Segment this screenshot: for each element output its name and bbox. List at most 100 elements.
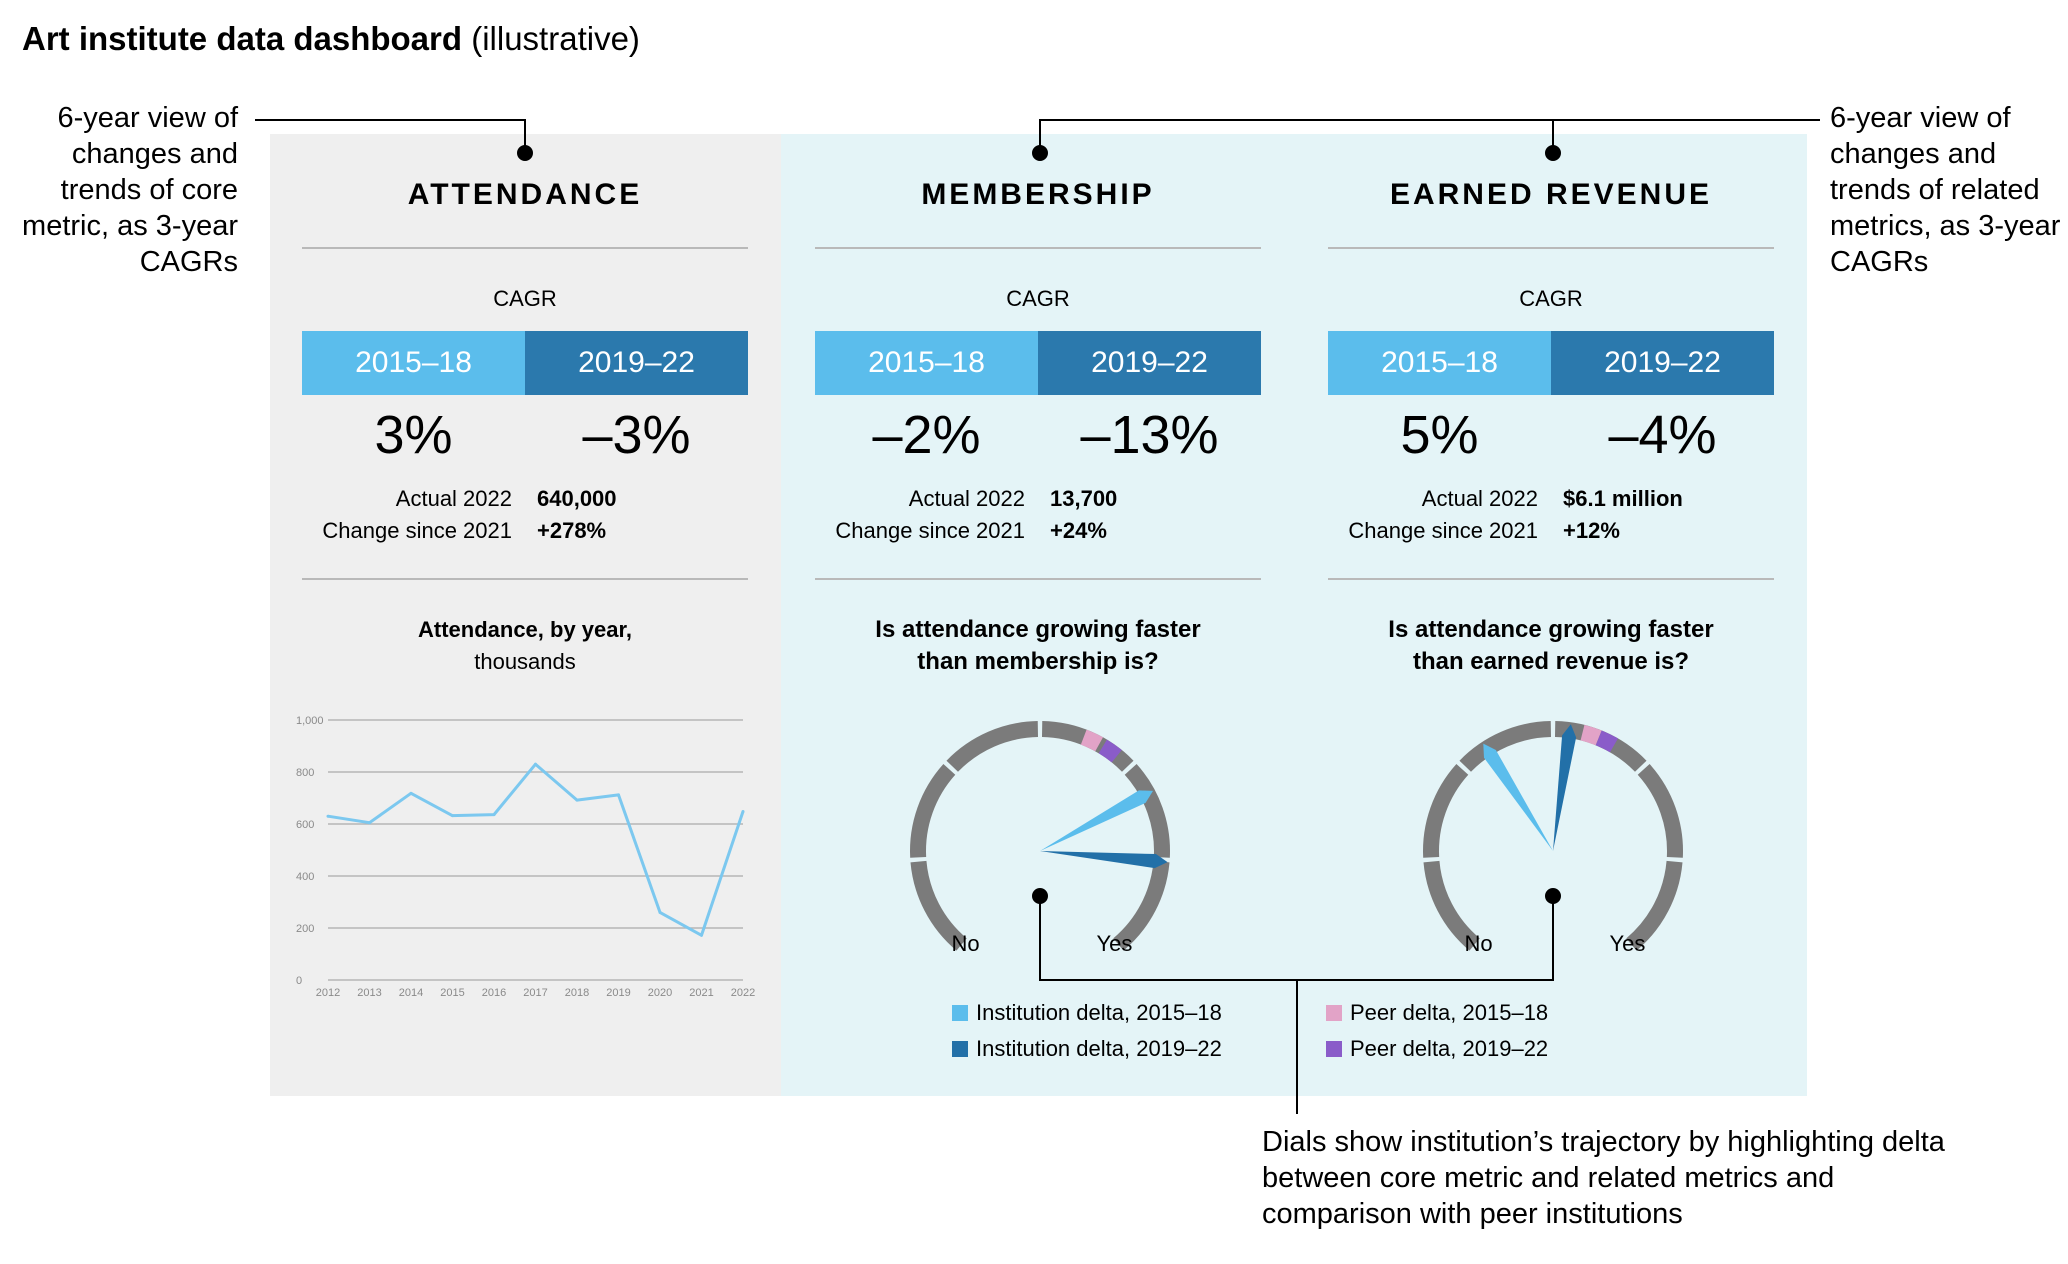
- legend-label: Institution delta, 2019–22: [976, 1036, 1222, 1061]
- change-value: +12%: [1563, 518, 1620, 543]
- leader-lines: [255, 119, 1820, 1114]
- column-heading: ATTENDANCE: [407, 178, 643, 211]
- divider: [815, 578, 1261, 580]
- x-tick-label: 2012: [316, 987, 340, 999]
- leader-dot: [517, 145, 533, 161]
- dial-track-segment: [1626, 860, 1683, 951]
- change-value: +24%: [1050, 518, 1107, 543]
- dial-track-segment: [946, 721, 1039, 772]
- cagr-2019-22-value: –4%: [1608, 405, 1717, 465]
- column-heading: EARNED REVENUE: [1389, 178, 1713, 211]
- dial-track-segment: [1637, 764, 1683, 858]
- dial-question-line-1: Is attendance growing faster: [1388, 616, 1714, 643]
- x-tick-label: 2014: [399, 987, 423, 999]
- dial-yes-label: Yes: [1609, 931, 1645, 956]
- dial-no-label: No: [952, 931, 980, 956]
- dial-question: Is attendance growing faster than member…: [815, 614, 1261, 678]
- x-tick-label: 2016: [482, 987, 506, 999]
- attendance-column: ATTENDANCE CAGR 2015–18 2019–22 3% –3% A…: [302, 134, 748, 1096]
- y-tick-label: 1,000: [296, 715, 324, 727]
- change-value: +278%: [537, 518, 607, 543]
- leader-line-right: [1039, 119, 1820, 153]
- cagr-label: CAGR: [1519, 286, 1583, 311]
- leader-dot: [1032, 145, 1048, 161]
- legend-swatch: [1326, 1005, 1342, 1021]
- callout-dials: Dials show institution’s trajectory by h…: [1262, 1126, 1945, 1230]
- earned-revenue-dial: No Yes: [1423, 721, 1683, 956]
- legend-peer-2019-22: Peer delta, 2019–22: [1326, 1036, 1548, 1062]
- dial-track-segment: [1459, 721, 1552, 772]
- peer-2015-18-marker: [1080, 729, 1104, 752]
- y-tick-label: 400: [296, 871, 314, 883]
- legend-institution-2015-18: Institution delta, 2015–18: [952, 1000, 1222, 1026]
- change-label: Change since 2021: [1348, 518, 1538, 543]
- dial-track-segment: [1124, 764, 1170, 858]
- series-line: [327, 762, 745, 937]
- dial-no-label: No: [1465, 931, 1493, 956]
- institution-2019-22-needle: [1040, 851, 1168, 869]
- cagr-2015-18-value: 3%: [374, 405, 453, 465]
- actual-value: $6.1 million: [1563, 486, 1683, 511]
- legend-label: Peer delta, 2015–18: [1350, 1000, 1549, 1025]
- leader-line-left: [255, 119, 526, 153]
- leader-dot: [1545, 145, 1561, 161]
- peer-2019-22-marker: [1098, 739, 1122, 763]
- column-heading: MEMBERSHIP: [921, 178, 1155, 211]
- x-tick-label: 2019: [606, 987, 630, 999]
- data-point: [409, 791, 413, 795]
- period-2019-22-chip: 2019–22: [1038, 331, 1261, 395]
- period-2019-22-chip: 2019–22: [525, 331, 748, 395]
- attendance-line-chart: 0 200 400 600 800 1,000 2012 2013 2014 2015 2016 20…: [296, 715, 755, 999]
- legend-label: Institution delta, 2015–18: [976, 1000, 1222, 1025]
- dial-question-line-1: Is attendance growing faster: [875, 616, 1201, 643]
- actual-label: Actual 2022: [395, 486, 512, 511]
- legend-peer-2015-18: Peer delta, 2015–18: [1326, 1000, 1548, 1026]
- y-tick-label: 800: [296, 767, 314, 779]
- dial-question-line-2: than earned revenue is?: [1412, 648, 1690, 675]
- data-point: [658, 910, 662, 914]
- core-metric-panel: [270, 134, 781, 1096]
- callout-related-metrics: 6-year view of changes and trends of rel…: [1830, 102, 2061, 278]
- cagr-2019-22-value: –13%: [1080, 405, 1219, 465]
- data-point: [575, 798, 579, 802]
- dashboard-title: Art institute data dashboard (illustrati…: [22, 20, 640, 57]
- membership-dial: No Yes: [910, 721, 1170, 956]
- leader-dot: [1032, 888, 1048, 904]
- x-tick-label: 2018: [565, 987, 589, 999]
- data-point: [700, 933, 703, 937]
- chart-subtitle: thousands: [474, 649, 576, 674]
- actual-label: Actual 2022: [908, 486, 1025, 511]
- leader-dot: [1545, 888, 1561, 904]
- x-tick-label: 2020: [648, 987, 672, 999]
- cagr-2015-18-value: 5%: [1400, 405, 1479, 465]
- dial-track-segment: [910, 860, 967, 951]
- membership-column: MEMBERSHIP CAGR 2015–18 2019–22 –2% –13%…: [815, 134, 1261, 1096]
- legend-swatch: [952, 1041, 968, 1057]
- institution-2019-22-needle: [1553, 724, 1577, 851]
- cagr-label: CAGR: [1006, 286, 1070, 311]
- data-point: [492, 813, 496, 817]
- divider: [1328, 578, 1774, 580]
- cagr-label: CAGR: [493, 286, 557, 311]
- institution-2015-18-needle: [1483, 743, 1553, 851]
- legend-swatch: [1326, 1041, 1342, 1057]
- dial-track-segment: [1113, 860, 1170, 951]
- earned-revenue-column: EARNED REVENUE CAGR 2015–18 2019–22 5% –…: [1328, 134, 1774, 1096]
- divider: [302, 247, 748, 249]
- institution-2015-18-needle: [1040, 790, 1154, 851]
- dial-track-segment: [1423, 764, 1469, 858]
- y-tick-label: 200: [296, 923, 314, 935]
- data-point: [534, 762, 537, 766]
- actual-value: 640,000: [537, 486, 617, 511]
- x-tick-label: 2021: [689, 987, 713, 999]
- chart-title-main: Attendance, by year,: [418, 617, 632, 642]
- divider: [815, 247, 1261, 249]
- x-tick-label: 2015: [440, 987, 464, 999]
- divider: [302, 578, 748, 580]
- x-tick-label: 2017: [523, 987, 547, 999]
- period-2019-22-chip: 2019–22: [1551, 331, 1774, 395]
- period-2015-18-chip: 2015–18: [815, 331, 1038, 395]
- peer-2015-18-marker: [1580, 724, 1602, 746]
- callout-core-metric: 6-year view of changes and trends of cor…: [22, 102, 238, 278]
